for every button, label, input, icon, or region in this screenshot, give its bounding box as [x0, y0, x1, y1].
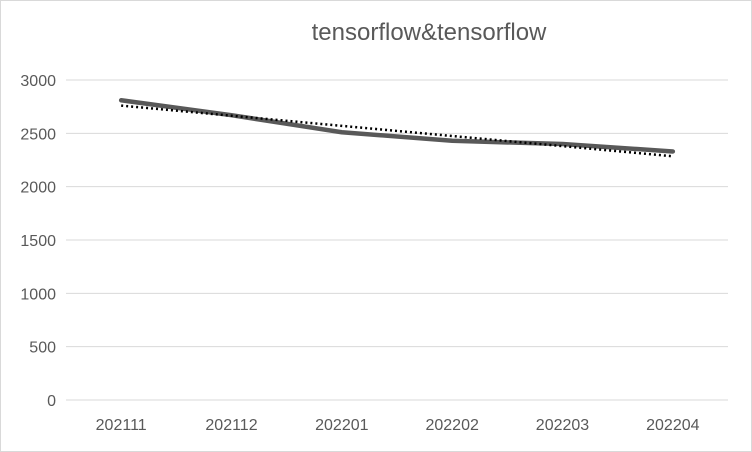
x-axis: 202111 202112 202201 202202 202203 202204 — [96, 417, 700, 434]
x-tick-label: 202111 — [96, 417, 147, 434]
y-tick-label: 1500 — [20, 233, 56, 250]
series-layer — [118, 98, 676, 158]
y-tick-label: 0 — [47, 393, 56, 410]
gridlines — [66, 79, 728, 401]
y-axis: 0 500 1000 1500 2000 2500 3000 — [20, 73, 56, 410]
x-tick-label: 202112 — [205, 417, 257, 434]
x-tick-label: 202202 — [425, 417, 478, 434]
trendline — [121, 104, 673, 158]
series-line — [118, 98, 676, 154]
y-tick-label: 3000 — [20, 73, 56, 90]
y-tick-label: 1000 — [20, 286, 56, 303]
y-tick-label: 2500 — [20, 126, 56, 143]
x-tick-label: 202201 — [315, 417, 368, 434]
y-tick-label: 2000 — [20, 180, 56, 197]
y-tick-label: 500 — [29, 340, 56, 357]
chart-title: tensorflow&tensorflow — [312, 19, 547, 46]
x-tick-label: 202204 — [646, 417, 699, 434]
x-tick-label: 202203 — [536, 417, 589, 434]
